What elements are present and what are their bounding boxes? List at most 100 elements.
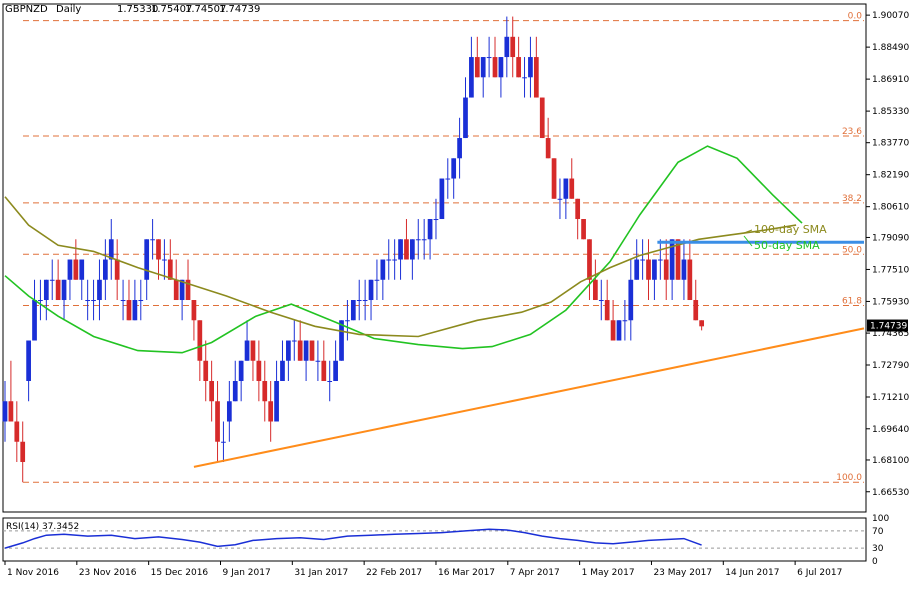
chart-header-close: 1.74739 (219, 4, 260, 15)
candle-body-106 (628, 279, 634, 321)
y-tick-label-6: 1.80610 (872, 203, 909, 213)
frame-group (2, 3, 867, 562)
y-tick-label-12: 1.71210 (872, 393, 909, 403)
candle-body-78 (463, 97, 468, 139)
candle-body-49 (291, 340, 297, 342)
fib-level-label-4: 61.8 (842, 296, 862, 306)
candle-body-47 (280, 360, 285, 382)
candle-body-5 (32, 300, 37, 341)
rsi-plot-frame (2, 517, 867, 562)
candle-body-10 (61, 279, 67, 301)
candle-body-34 (203, 360, 209, 382)
x-tick-label-0: 1 Nov 2016 (7, 568, 59, 578)
candle-body-64 (380, 259, 386, 280)
candle-body-38 (226, 401, 232, 422)
candle-body-62 (368, 279, 374, 301)
candle-body-99 (587, 239, 592, 280)
chart-header-high: 1.75407 (151, 4, 192, 15)
rsi-tick-label-2: 30 (872, 544, 884, 554)
candle-body-29 (173, 279, 179, 301)
x-tick-label-10: 14 Jun 2017 (725, 568, 779, 578)
y-tick-label-1: 1.88490 (872, 43, 909, 53)
rsi-tick-label-1: 70 (872, 527, 884, 537)
rsi-header-label: RSI(14) 37.3452 (6, 522, 79, 532)
candle-body-61 (362, 300, 368, 302)
candle-body-27 (162, 259, 167, 261)
y-tick-label-11: 1.72790 (872, 361, 909, 371)
candle-body-31 (185, 279, 191, 301)
candle-body-90 (533, 57, 539, 98)
candle-body-86 (510, 36, 516, 58)
x-tick-label-1: 23 Nov 2016 (79, 568, 137, 578)
candle-body-36 (215, 401, 220, 442)
candle-body-24 (144, 239, 150, 280)
candle-body-37 (221, 441, 226, 443)
sma-line-0 (4, 145, 803, 354)
candle-body-52 (309, 340, 315, 361)
candle-body-70 (415, 239, 421, 241)
x-tick-label-4: 31 Jan 2017 (294, 568, 348, 578)
candle-body-13 (79, 259, 85, 280)
sma100-pointer (743, 229, 753, 234)
candle-body-115 (681, 259, 687, 280)
candle-body-95 (563, 178, 569, 199)
y-tick-label-8: 1.77510 (872, 265, 909, 275)
candle-body-17 (103, 259, 108, 280)
candle-body-57 (339, 320, 344, 361)
rsi-tick-label-3: 0 (872, 557, 878, 567)
x-tick-label-5: 22 Feb 2017 (366, 568, 422, 578)
candle-body-108 (640, 259, 645, 261)
y-tick-label-3: 1.85330 (872, 107, 909, 117)
candle-body-66 (392, 259, 398, 261)
candle-body-112 (663, 259, 669, 280)
chart-header-symbol: GBPNZD (5, 4, 48, 15)
candle-body-26 (156, 239, 161, 260)
candle-body-103 (610, 320, 616, 341)
candle-body-88 (522, 77, 527, 79)
candle-body-39 (232, 381, 238, 402)
candle-body-48 (286, 340, 291, 361)
candle-body-2 (14, 421, 20, 442)
candle-body-79 (469, 57, 474, 98)
current-price-label: 1.74739 (870, 322, 907, 332)
rsi-line (4, 528, 702, 549)
candle-body-41 (244, 340, 250, 361)
y-tick-label-15: 1.66530 (872, 488, 909, 498)
candle-body-82 (486, 57, 492, 59)
candle-body-92 (545, 138, 551, 159)
x-tick-label-6: 16 Mar 2017 (438, 568, 495, 578)
candle-body-16 (97, 279, 102, 301)
candle-body-56 (333, 360, 338, 382)
sma100-annotation: 100-day SMA (754, 223, 827, 236)
candle-body-44 (262, 381, 268, 402)
trendlines-group (193, 229, 865, 468)
x-tick-label-3: 9 Jan 2017 (222, 568, 270, 578)
support-trendline (193, 327, 865, 468)
y-tick-label-4: 1.83770 (872, 139, 909, 149)
candle-body-118 (699, 320, 705, 327)
chart-header-open: 1.75330 (117, 4, 158, 15)
candle-body-113 (669, 239, 675, 280)
candle-body-114 (675, 239, 681, 280)
candle-body-45 (268, 401, 274, 422)
candle-body-22 (132, 300, 138, 321)
candle-body-59 (350, 300, 356, 321)
fibonacci-group: 0.0 23.6 38.2 50.0 61.8 100.0 (23, 12, 864, 483)
candle-body-100 (593, 279, 598, 301)
candle-body-91 (539, 97, 545, 139)
candle-body-46 (274, 381, 279, 422)
candle-body-116 (687, 259, 693, 301)
candle-body-68 (404, 239, 409, 260)
x-tick-label-11: 6 Jul 2017 (797, 568, 842, 578)
y-tick-label-10: 1.74365 (872, 329, 909, 339)
y-tick-label-14: 1.68100 (872, 456, 909, 466)
sma50-pointer (743, 235, 753, 247)
x-tick-label-2: 15 Dec 2016 (151, 568, 209, 578)
candle-body-15 (91, 300, 96, 302)
candle-body-20 (120, 300, 126, 302)
candle-body-96 (569, 178, 575, 199)
candle-body-98 (581, 219, 586, 240)
candle-body-51 (303, 340, 309, 361)
